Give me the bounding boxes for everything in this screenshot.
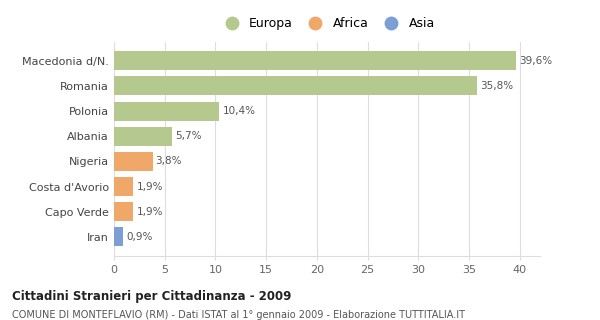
Legend: Europa, Africa, Asia: Europa, Africa, Asia (215, 13, 439, 34)
Bar (114, 152, 152, 171)
Bar (114, 228, 123, 246)
Text: COMUNE DI MONTEFLAVIO (RM) - Dati ISTAT al 1° gennaio 2009 - Elaborazione TUTTIT: COMUNE DI MONTEFLAVIO (RM) - Dati ISTAT … (12, 310, 465, 320)
Bar (114, 102, 220, 121)
Text: Cittadini Stranieri per Cittadinanza - 2009: Cittadini Stranieri per Cittadinanza - 2… (12, 290, 292, 303)
Text: 35,8%: 35,8% (480, 81, 513, 91)
Text: 1,9%: 1,9% (136, 207, 163, 217)
Text: 3,8%: 3,8% (155, 156, 182, 166)
Text: 1,9%: 1,9% (136, 181, 163, 192)
Bar (114, 76, 477, 95)
Text: 39,6%: 39,6% (519, 56, 552, 66)
Bar (114, 177, 133, 196)
Text: 5,7%: 5,7% (175, 131, 202, 141)
Bar (114, 202, 133, 221)
Bar (114, 51, 515, 70)
Text: 10,4%: 10,4% (223, 106, 256, 116)
Bar (114, 127, 172, 146)
Text: 0,9%: 0,9% (126, 232, 152, 242)
